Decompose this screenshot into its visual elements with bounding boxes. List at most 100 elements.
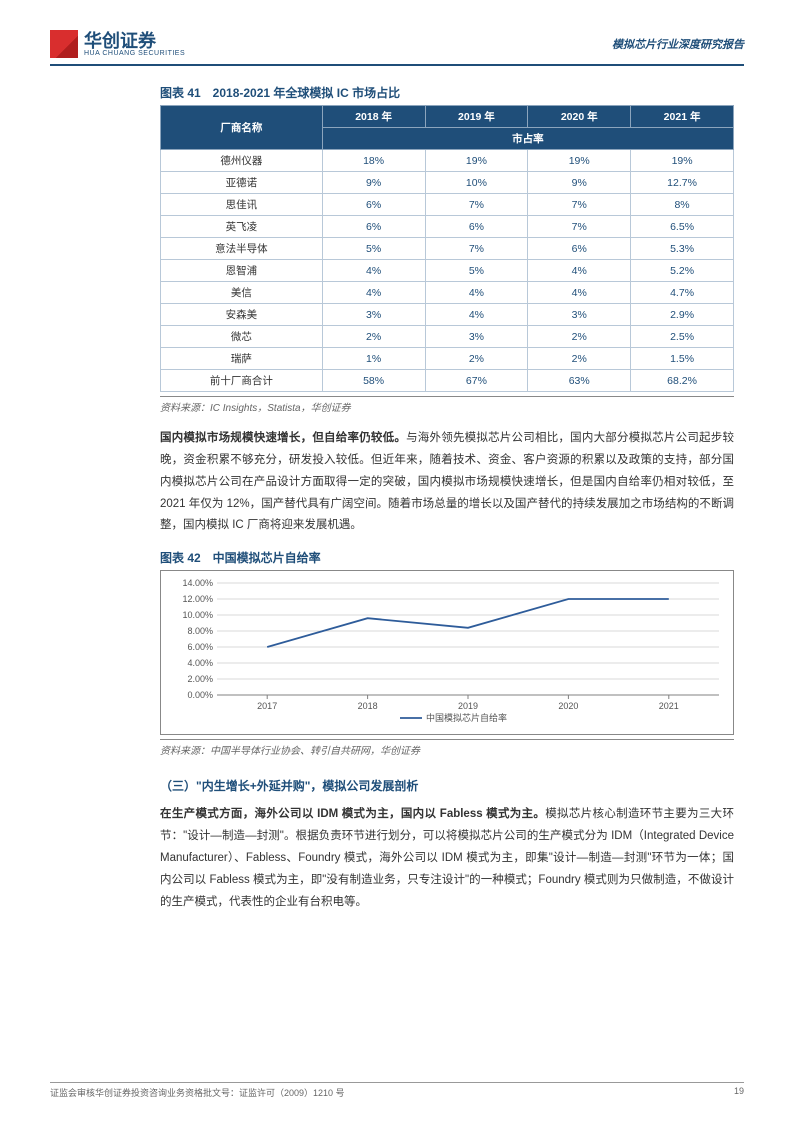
- cell-vendor: 恩智浦: [161, 260, 323, 282]
- cell-value: 18%: [322, 150, 425, 172]
- table-row: 前十厂商合计58%67%63%68.2%: [161, 370, 734, 392]
- cell-vendor: 亚德诺: [161, 172, 323, 194]
- cell-value: 8%: [631, 194, 734, 216]
- cell-value: 4%: [425, 304, 528, 326]
- chart42-container: 0.00% 2.00% 4.00% 6.00% 8.00% 10.00% 12.00% 14.…: [160, 570, 734, 735]
- para2-body: 模拟芯片核心制造环节主要为三大环节："设计—制造—封测"。根据负责环节进行划分，…: [160, 808, 734, 907]
- cell-value: 2%: [528, 348, 631, 370]
- cell-value: 6%: [322, 216, 425, 238]
- footer-license: 证监会审核华创证券投资咨询业务资格批文号：证监许可（2009）1210 号: [50, 1086, 345, 1099]
- cell-value: 2%: [528, 326, 631, 348]
- cell-value: 10%: [425, 172, 528, 194]
- cell-value: 5.3%: [631, 238, 734, 260]
- svg-text:12.00%: 12.00%: [182, 594, 213, 604]
- cell-value: 6%: [322, 194, 425, 216]
- table41: 厂商名称2018 年2019 年2020 年2021 年市占率 德州仪器18%1…: [160, 105, 734, 392]
- paragraph-2: 在生产模式方面，海外公司以 IDM 模式为主，国内以 Fabless 模式为主。…: [160, 804, 734, 913]
- cell-vendor: 前十厂商合计: [161, 370, 323, 392]
- cell-vendor: 瑞萨: [161, 348, 323, 370]
- cell-value: 9%: [528, 172, 631, 194]
- table-row: 意法半导体5%7%6%5.3%: [161, 238, 734, 260]
- cell-value: 6%: [528, 238, 631, 260]
- cell-vendor: 意法半导体: [161, 238, 323, 260]
- chart42-source: 资料来源：中国半导体行业协会、转引自共研网，华创证券: [160, 739, 734, 757]
- svg-text:2019: 2019: [458, 701, 478, 711]
- th-share: 市占率: [322, 128, 733, 150]
- cell-value: 7%: [425, 238, 528, 260]
- svg-text:0.00%: 0.00%: [187, 690, 213, 700]
- cell-vendor: 思佳讯: [161, 194, 323, 216]
- cell-vendor: 德州仪器: [161, 150, 323, 172]
- cell-value: 58%: [322, 370, 425, 392]
- table-row: 安森美3%4%3%2.9%: [161, 304, 734, 326]
- th-vendor: 厂商名称: [161, 106, 323, 150]
- svg-text:4.00%: 4.00%: [187, 658, 213, 668]
- svg-text:14.00%: 14.00%: [182, 578, 213, 588]
- svg-text:2020: 2020: [558, 701, 578, 711]
- report-type-label: 模拟芯片行业深度研究报告: [612, 36, 744, 52]
- cell-value: 19%: [528, 150, 631, 172]
- cell-value: 1%: [322, 348, 425, 370]
- logo-text-en: HUA CHUANG SECURITIES: [84, 50, 185, 57]
- cell-value: 63%: [528, 370, 631, 392]
- section3-title: （三）"内生增长+外延并购"，模拟公司发展剖析: [160, 777, 734, 794]
- svg-text:2018: 2018: [358, 701, 378, 711]
- svg-text:中国模拟芯片自给率: 中国模拟芯片自给率: [426, 712, 507, 723]
- chart42-svg: 0.00% 2.00% 4.00% 6.00% 8.00% 10.00% 12.00% 14.…: [169, 577, 729, 727]
- table-row: 微芯2%3%2%2.5%: [161, 326, 734, 348]
- logo-text-cn: 华创证券: [84, 32, 185, 50]
- svg-text:10.00%: 10.00%: [182, 610, 213, 620]
- table-row: 思佳讯6%7%7%8%: [161, 194, 734, 216]
- paragraph-1: 国内模拟市场规模快速增长，但自给率仍较低。与海外领先模拟芯片公司相比，国内大部分…: [160, 428, 734, 537]
- cell-value: 12.7%: [631, 172, 734, 194]
- table-row: 英飞凌6%6%7%6.5%: [161, 216, 734, 238]
- th-year: 2021 年: [631, 106, 734, 128]
- table-row: 德州仪器18%19%19%19%: [161, 150, 734, 172]
- page-number: 19: [734, 1086, 744, 1099]
- svg-text:8.00%: 8.00%: [187, 626, 213, 636]
- cell-value: 7%: [528, 194, 631, 216]
- table-row: 瑞萨1%2%2%1.5%: [161, 348, 734, 370]
- cell-value: 4%: [528, 282, 631, 304]
- cell-vendor: 英飞凌: [161, 216, 323, 238]
- cell-value: 67%: [425, 370, 528, 392]
- cell-vendor: 安森美: [161, 304, 323, 326]
- svg-text:6.00%: 6.00%: [187, 642, 213, 652]
- cell-value: 5.2%: [631, 260, 734, 282]
- cell-value: 6.5%: [631, 216, 734, 238]
- cell-value: 5%: [322, 238, 425, 260]
- cell-value: 3%: [425, 326, 528, 348]
- cell-value: 19%: [425, 150, 528, 172]
- para1-body: 与海外领先模拟芯片公司相比，国内大部分模拟芯片公司起步较晚，资金积累不够充分，研…: [160, 432, 734, 531]
- cell-value: 4%: [322, 282, 425, 304]
- svg-text:2021: 2021: [659, 701, 679, 711]
- svg-text:2.00%: 2.00%: [187, 674, 213, 684]
- cell-value: 19%: [631, 150, 734, 172]
- th-year: 2018 年: [322, 106, 425, 128]
- cell-value: 2.9%: [631, 304, 734, 326]
- table-row: 美信4%4%4%4.7%: [161, 282, 734, 304]
- cell-value: 68.2%: [631, 370, 734, 392]
- th-year: 2020 年: [528, 106, 631, 128]
- cell-value: 7%: [425, 194, 528, 216]
- table-row: 亚德诺9%10%9%12.7%: [161, 172, 734, 194]
- cell-value: 5%: [425, 260, 528, 282]
- cell-value: 4%: [528, 260, 631, 282]
- cell-value: 2%: [322, 326, 425, 348]
- cell-value: 1.5%: [631, 348, 734, 370]
- cell-value: 4.7%: [631, 282, 734, 304]
- cell-value: 4%: [425, 282, 528, 304]
- logo-mark-icon: [50, 30, 78, 58]
- cell-vendor: 微芯: [161, 326, 323, 348]
- para1-lead: 国内模拟市场规模快速增长，但自给率仍较低。: [160, 432, 406, 444]
- cell-value: 6%: [425, 216, 528, 238]
- cell-value: 4%: [322, 260, 425, 282]
- cell-value: 2%: [425, 348, 528, 370]
- table41-source: 资料来源：IC Insights，Statista，华创证券: [160, 396, 734, 414]
- table-row: 恩智浦4%5%4%5.2%: [161, 260, 734, 282]
- company-logo: 华创证券 HUA CHUANG SECURITIES: [50, 30, 185, 58]
- cell-value: 7%: [528, 216, 631, 238]
- th-year: 2019 年: [425, 106, 528, 128]
- cell-value: 2.5%: [631, 326, 734, 348]
- page-content: 图表 41 2018-2021 年全球模拟 IC 市场占比 厂商名称2018 年…: [50, 84, 744, 913]
